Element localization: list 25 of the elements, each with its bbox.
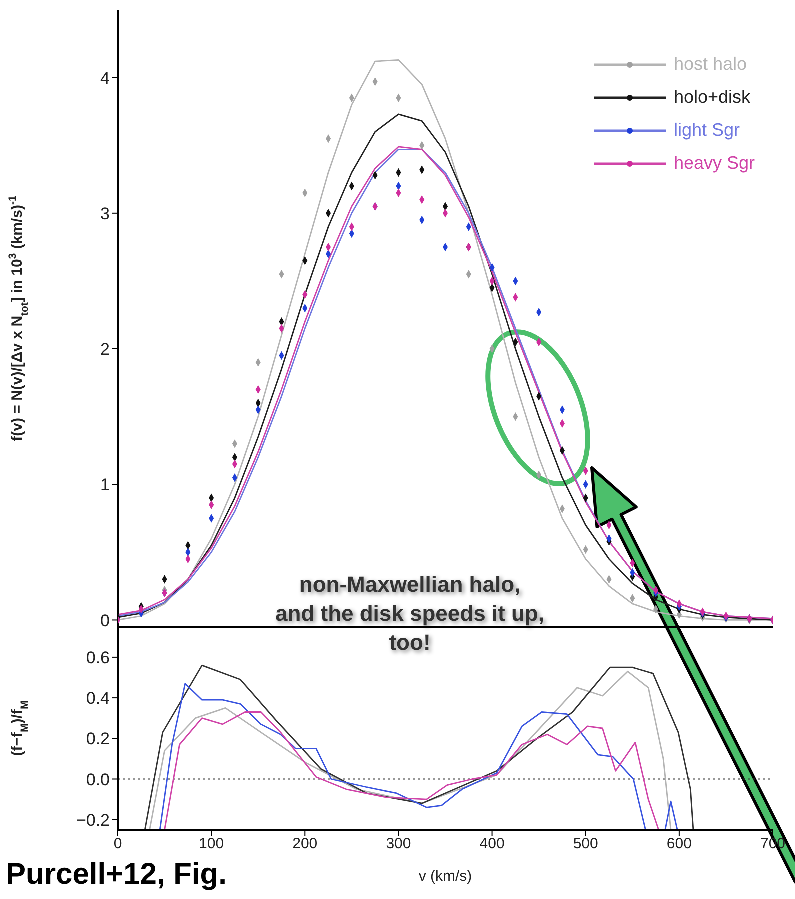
- y-tick-label: 0: [100, 611, 110, 630]
- x-tick-label: 0: [114, 836, 122, 853]
- y-tick-label: 0.4: [86, 689, 110, 708]
- legend-label: holo+disk: [674, 87, 751, 108]
- annotation: non-Maxwellian halo, and the disk speeds it up, too!: [274, 571, 546, 657]
- legend-label: heavy Sgr: [674, 153, 755, 174]
- y-tick-label: 1: [100, 476, 110, 495]
- y-tick-label: 2: [100, 340, 110, 360]
- y-tick-label: 4: [100, 68, 110, 88]
- legend-label: light Sgr: [674, 120, 740, 141]
- x-tick-label: 200: [292, 836, 318, 853]
- x-tick-label: 400: [480, 836, 505, 853]
- x-axis-title: v (km/s): [418, 868, 472, 885]
- y-tick-label: 0.0: [86, 770, 110, 790]
- x-tick-label: 600: [666, 836, 692, 853]
- x-tick-label: 500: [573, 836, 598, 853]
- y-tick-label: 0.6: [86, 648, 110, 668]
- text: Purcell+12, Fig.: [6, 858, 227, 892]
- y-tick-label: −0.2: [76, 810, 110, 830]
- legend-label: host halo: [674, 54, 748, 75]
- x-tick-label: 100: [199, 836, 224, 853]
- line-series: [164, 712, 660, 830]
- x-tick-label: 300: [386, 836, 412, 853]
- y-tick-label: 3: [100, 204, 110, 224]
- y-tick-label: 0.2: [86, 730, 110, 749]
